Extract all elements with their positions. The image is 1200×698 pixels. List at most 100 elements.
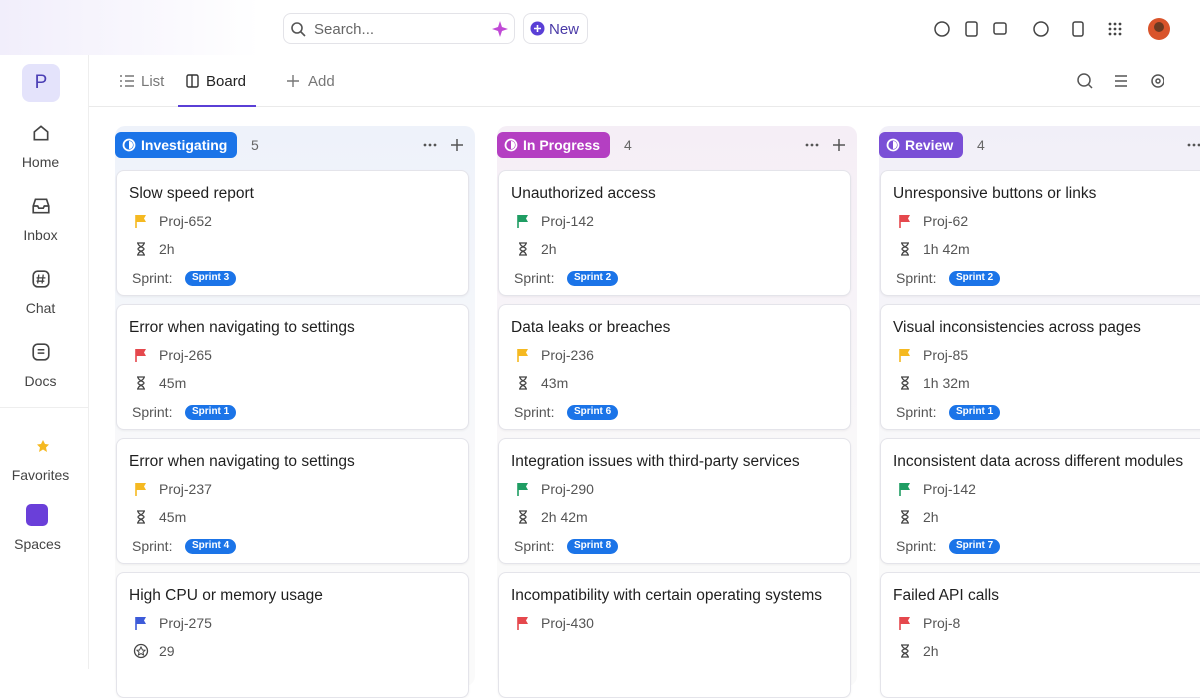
task-card[interactable]: Visual inconsistencies across pages Proj-…: [880, 304, 1200, 430]
time-estimate: 45m: [159, 509, 187, 525]
time-estimate: 2h: [923, 509, 939, 525]
task-card[interactable]: Failed API calls Proj-8 2h: [880, 572, 1200, 698]
nav-icon: [33, 125, 49, 141]
task-title: Error when navigating to settings: [129, 453, 355, 470]
column-menu[interactable]: [422, 137, 438, 153]
time-estimate: 2h: [541, 241, 557, 257]
view-tab[interactable]: Add: [308, 73, 335, 90]
status-icon: [886, 138, 900, 152]
workspace-avatar[interactable]: P: [22, 64, 60, 102]
task-id: Proj-236: [541, 347, 594, 363]
sprint-tag[interactable]: Sprint 2: [949, 271, 1001, 286]
priority-flag: [517, 617, 528, 630]
tab-bar: List Board Add: [89, 55, 1200, 107]
task-title: High CPU or memory usage: [129, 587, 323, 604]
time-estimate: 45m: [159, 375, 187, 391]
task-card[interactable]: Incompatibility with certain operating s…: [498, 572, 851, 698]
time-icon: [137, 510, 145, 524]
time-icon: [901, 242, 909, 256]
task-card[interactable]: High CPU or memory usage Proj-275 29: [116, 572, 469, 698]
sprint-tag[interactable]: Sprint 4: [185, 539, 237, 554]
nav-icon: [32, 198, 50, 214]
sidebar: [0, 55, 89, 669]
task-id: Proj-265: [159, 347, 212, 363]
status-icon: [504, 138, 518, 152]
sprint-tag[interactable]: Sprint 6: [567, 405, 619, 420]
task-card[interactable]: Inconsistent data across different modul…: [880, 438, 1200, 564]
view-tools[interactable]: [1074, 72, 1164, 90]
priority-flag: [135, 617, 146, 630]
toolbar-icons[interactable]: [930, 17, 1130, 41]
sprint-label: Sprint:: [896, 270, 937, 286]
spaces-icon: [26, 504, 48, 526]
add-task[interactable]: [831, 137, 847, 153]
time-icon: [901, 510, 909, 524]
active-tab-underline: [178, 105, 256, 107]
sprint-label: Sprint:: [132, 404, 173, 420]
task-count: 4: [624, 137, 632, 153]
nav-icon: [32, 270, 50, 288]
time-icon: [901, 644, 909, 658]
nav-item[interactable]: Home: [21, 154, 60, 170]
priority-flag: [517, 215, 528, 228]
search-box[interactable]: Search...: [283, 13, 515, 44]
ai-icon[interactable]: [492, 20, 510, 38]
nav-item[interactable]: Favorites: [11, 467, 70, 483]
story-points: 29: [159, 643, 175, 659]
top-bar: Search... New: [0, 0, 1200, 55]
nav-icon: [32, 343, 50, 361]
time-estimate: 2h: [159, 241, 175, 257]
column-menu[interactable]: [1186, 137, 1200, 153]
task-card[interactable]: Unresponsive buttons or links Proj-62 1h 4…: [880, 170, 1200, 296]
time-icon: [137, 242, 145, 256]
time-icon: [137, 376, 145, 390]
column-menu[interactable]: [804, 137, 820, 153]
task-id: Proj-8: [923, 615, 961, 631]
sprint-label: Sprint:: [132, 270, 173, 286]
time-icon: [519, 242, 527, 256]
sprint-tag[interactable]: Sprint 1: [949, 405, 1001, 420]
time-icon: [519, 376, 527, 390]
task-title: Slow speed report: [129, 185, 254, 202]
priority-flag: [517, 483, 528, 496]
sprint-tag[interactable]: Sprint 8: [567, 539, 619, 554]
task-card[interactable]: Unauthorized access Proj-142 2h Sprint: Spri…: [498, 170, 851, 296]
task-card[interactable]: Error when navigating to settings Proj-26…: [116, 304, 469, 430]
priority-flag: [517, 349, 528, 362]
status-pill[interactable]: Review: [879, 132, 964, 158]
tab-icon: [287, 75, 299, 87]
status-pill[interactable]: In Progress: [497, 132, 611, 158]
task-title: Visual inconsistencies across pages: [893, 319, 1141, 336]
user-avatar[interactable]: [1147, 17, 1171, 41]
sprint-tag[interactable]: Sprint 7: [949, 539, 1001, 554]
task-card[interactable]: Slow speed report Proj-652 2h Sprint: Sprint…: [116, 170, 469, 296]
tab-icon: [186, 74, 199, 88]
view-tab[interactable]: Board: [206, 73, 247, 90]
task-title: Unresponsive buttons or links: [893, 185, 1097, 202]
nav-item[interactable]: Chat: [25, 300, 56, 316]
time-estimate: 1h 42m: [923, 241, 970, 257]
time-icon: [519, 510, 527, 524]
priority-flag: [899, 349, 910, 362]
task-count: 5: [251, 137, 259, 153]
add-task[interactable]: [449, 137, 465, 153]
task-title: Data leaks or breaches: [511, 319, 671, 336]
sprint-label: Sprint:: [514, 270, 555, 286]
sprint-tag[interactable]: Sprint 3: [185, 271, 237, 286]
time-icon: [901, 376, 909, 390]
sprint-tag[interactable]: Sprint 2: [567, 271, 619, 286]
view-tab[interactable]: List: [141, 73, 165, 90]
task-card[interactable]: Data leaks or breaches Proj-236 43m Sprint:…: [498, 304, 851, 430]
nav-item[interactable]: Docs: [24, 373, 57, 389]
time-estimate: 1h 32m: [923, 375, 970, 391]
sprint-tag[interactable]: Sprint 1: [185, 405, 237, 420]
time-estimate: 2h 42m: [541, 509, 588, 525]
priority-flag: [135, 349, 146, 362]
task-title: Error when navigating to settings: [129, 319, 355, 336]
nav-item[interactable]: Inbox: [23, 227, 58, 243]
task-card[interactable]: Integration issues with third-party serv…: [498, 438, 851, 564]
priority-flag: [135, 483, 146, 496]
task-card[interactable]: Error when navigating to settings Proj-23…: [116, 438, 469, 564]
nav-item[interactable]: Spaces: [14, 536, 61, 552]
